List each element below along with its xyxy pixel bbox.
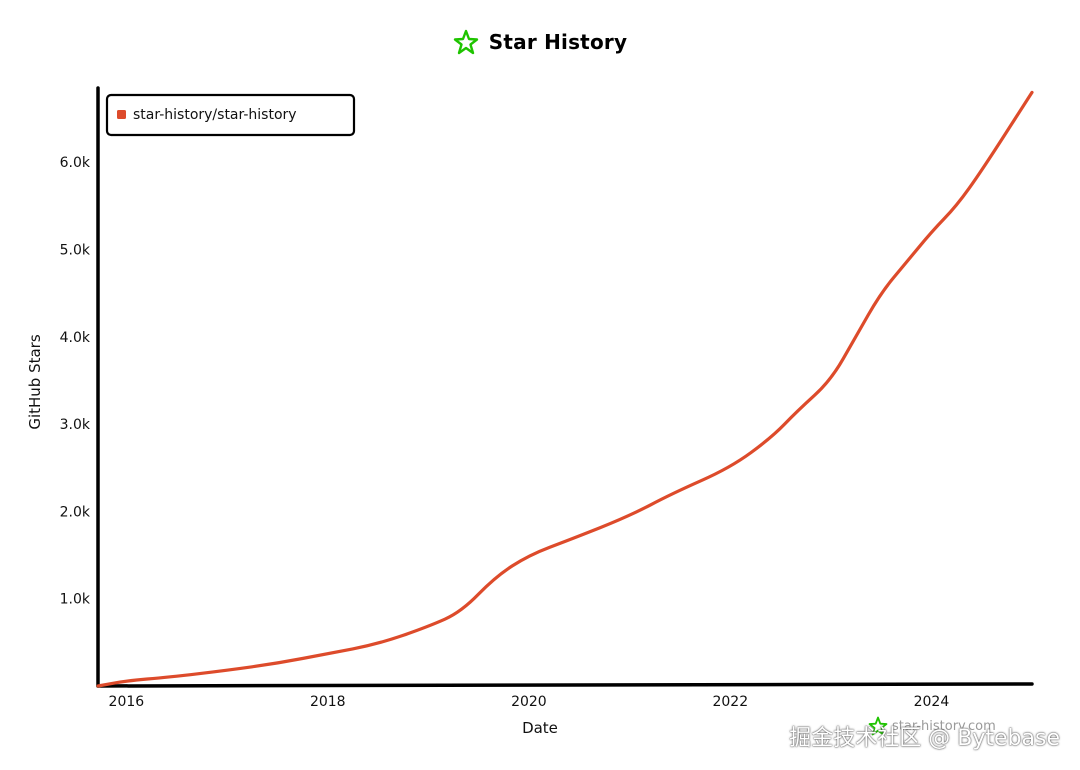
footer-credit: star-history.com bbox=[868, 716, 996, 736]
legend-entry: star-history/star-history bbox=[133, 107, 297, 123]
y-tick-label: 1.0k bbox=[60, 592, 91, 608]
x-tick-label: 2024 bbox=[914, 694, 950, 710]
chart-header: Star History bbox=[0, 24, 1080, 60]
y-tick-label: 5.0k bbox=[60, 243, 91, 259]
y-tick-label: 2.0k bbox=[60, 504, 91, 520]
x-axis-line bbox=[96, 682, 1034, 688]
x-tick-label: 2016 bbox=[109, 694, 145, 710]
x-tick-group: 2016 2018 2020 2022 2024 bbox=[109, 694, 950, 710]
x-tick-label: 2020 bbox=[511, 694, 547, 710]
series-line bbox=[96, 90, 1034, 688]
series-layer bbox=[96, 90, 1034, 688]
y-tick-label: 6.0k bbox=[60, 155, 91, 171]
star-logo-icon bbox=[868, 716, 888, 736]
x-axis-title: Date bbox=[522, 719, 558, 737]
legend: star-history/star-history bbox=[105, 93, 356, 137]
axes bbox=[96, 86, 1034, 688]
y-tick-label: 3.0k bbox=[60, 417, 91, 433]
watermark: 掘金技术社区 @ Bytebase bbox=[789, 726, 1060, 751]
footer-site: star-history.com bbox=[892, 718, 996, 734]
star-logo-icon bbox=[453, 29, 478, 55]
x-tick-label: 2018 bbox=[310, 694, 346, 710]
y-axis-title: GitHub Stars bbox=[26, 334, 44, 430]
y-tick-label: 4.0k bbox=[60, 330, 91, 346]
y-tick-group: 1.0k 2.0k 3.0k 4.0k 5.0k 6.0k bbox=[60, 155, 91, 607]
x-tick-label: 2022 bbox=[712, 694, 748, 710]
legend-box bbox=[105, 93, 356, 137]
chart-title: Star History bbox=[488, 30, 628, 54]
legend-swatch bbox=[117, 110, 126, 119]
